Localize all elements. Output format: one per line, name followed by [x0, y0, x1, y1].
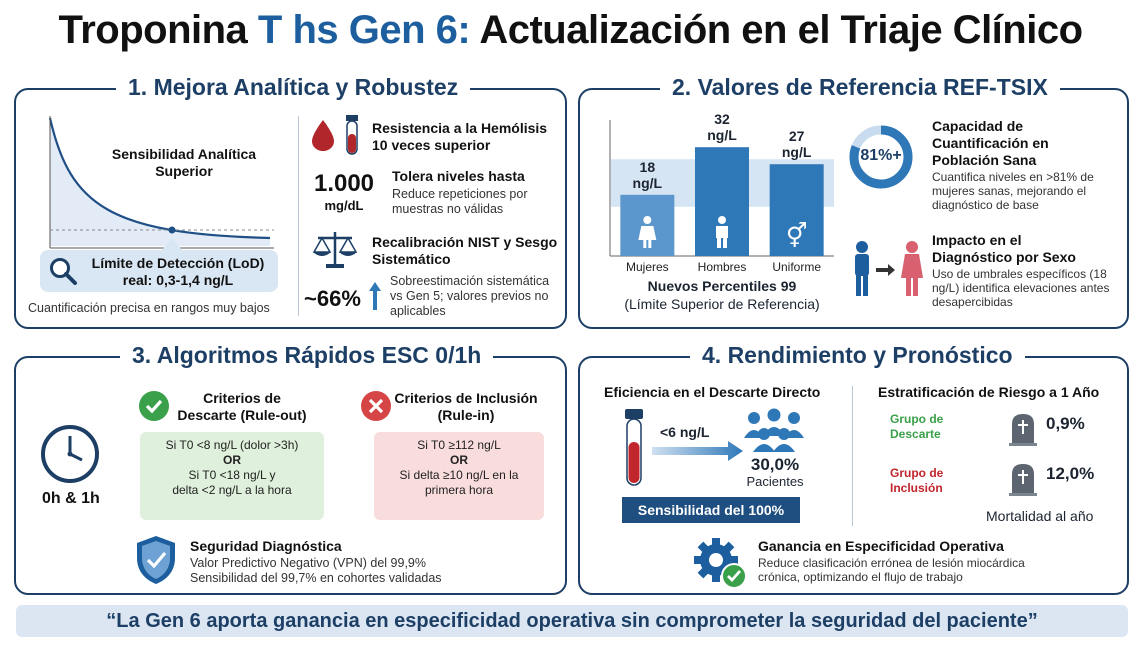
- arrow-right-icon: [652, 441, 743, 461]
- gain-title: Ganancia en Especificidad Operativa: [758, 538, 1004, 554]
- magnifier-icon: [50, 258, 77, 285]
- bar-mujeres: [620, 194, 675, 256]
- panel-analytic-improvement: 1. Mejora Analítica y Robustez Sensibili…: [14, 74, 567, 329]
- percentile-chart-svg: ⚥: [609, 120, 834, 257]
- hemolysis-title: Resistencia a la Hemólisis 10 veces supe…: [372, 120, 548, 153]
- tolera-desc: Reduce repeticiones por muestras no váli…: [392, 187, 528, 216]
- rulein-line-3: primera hora: [424, 483, 494, 497]
- sensitivity-banner: Sensibilidad del 100%: [622, 497, 800, 523]
- ruleout-line-1: Si T0 <8 ng/L (dolor >3h): [165, 438, 299, 452]
- tombstone-icon: [1009, 414, 1037, 446]
- arrow-up-icon: [369, 282, 381, 310]
- group-ruleout-value: 0,9%: [1046, 414, 1085, 433]
- bias-pct: ~66%: [304, 286, 361, 311]
- tolera-title: Tolera niveles hasta: [392, 168, 525, 184]
- lod-box: [40, 250, 278, 292]
- tombstone-icon: [1009, 464, 1037, 496]
- capacity-desc: Cuantifica niveles en >81% de mujeres sa…: [932, 170, 1094, 212]
- x-tick-hombres: Hombres: [697, 260, 747, 274]
- threshold-label: <6 ng/L: [660, 424, 710, 440]
- female-icon: [638, 216, 657, 248]
- data-label-uniforme: 27 ng/L: [781, 128, 812, 161]
- test-tube-icon: [346, 115, 358, 155]
- security-line-1: Valor Predictivo Negativo (VPN) del 99,9…: [190, 556, 426, 570]
- panel-1-divider: [298, 116, 299, 316]
- gain-desc: Reduce clasificación errónea de lesión m…: [758, 556, 1025, 584]
- ruleout-line-3: delta <2 ng/L a la hora: [172, 483, 292, 497]
- panel-1-heading: 1. Mejora Analítica y Robustez: [116, 74, 471, 101]
- check-circle-icon: [139, 391, 169, 421]
- curve-label: Sensibilidad Analítica Superior: [111, 146, 257, 179]
- x-tick-mujeres: Mujeres: [625, 260, 669, 274]
- panel-4-heading: 4. Rendimiento y Pronóstico: [690, 342, 1025, 369]
- big-value: 1.000: [313, 170, 375, 197]
- group-ruleout-label: Grupo de Descarte: [890, 412, 944, 441]
- bias-desc: Sobreestimación sistemática vs Gen 5; va…: [390, 274, 550, 318]
- blood-drop-icon: [312, 120, 334, 151]
- capacity-title: Capacidad de Cuantificación en Población…: [932, 118, 1049, 168]
- patients-group-icon: [744, 408, 804, 452]
- rulein-or: OR: [450, 453, 468, 467]
- rulein-title: Criterios de Inclusión (Rule-in): [394, 390, 538, 423]
- panel-1-footer: Cuantificación precisa en rangos muy baj…: [28, 301, 270, 315]
- group-rulein-label: Grupo de Inclusión: [890, 466, 944, 495]
- bar-uniforme: [769, 164, 824, 256]
- capacity-pct: 81%+: [860, 147, 902, 164]
- lod-label: Límite de Detección (LoD) real: 0,3-1,4 …: [91, 255, 265, 288]
- percentile-chart: ⚥ 18 ng/L Mujeres 32 ng/L Hombres 27 ng/L Unifor…: [602, 111, 842, 296]
- rulein-box: Si T0 ≥112 ng/L OR Si delta ≥10 ng/L en …: [374, 432, 544, 520]
- data-label-mujeres: 18 ng/L: [632, 158, 663, 191]
- bar-hombres: [695, 147, 749, 256]
- unisex-icon: ⚥: [786, 222, 808, 250]
- group-rulein-value: 12,0%: [1046, 464, 1095, 483]
- x-circle-icon: [361, 391, 391, 421]
- security-line-2: Sensibilidad del 99,7% en cohortes valid…: [190, 571, 442, 585]
- ruleout-line-2: Si T0 <18 ng/L y: [188, 468, 276, 482]
- blood-tube-icon: [625, 409, 643, 486]
- big-unit: mg/dL: [324, 198, 364, 213]
- risk-title: Estratificación de Riesgo a 1 Año: [878, 384, 1100, 400]
- panel-3-heading: 3. Algoritmos Rápidos ESC 0/1h: [120, 342, 494, 369]
- page-title: Troponina T hs Gen 6: Actualización en e…: [58, 8, 1083, 52]
- capacity-ring: [849, 125, 913, 189]
- sex-impact-icon: [855, 241, 923, 296]
- conclusion-quote: “La Gen 6 aporta ganancia en especificid…: [16, 605, 1128, 637]
- panel-fast-algorithms: 3. Algoritmos Rápidos ESC 0/1h 0h & 1h C…: [14, 342, 567, 595]
- panel-reference-values: 2. Valores de Referencia REF-TSIX ⚥ 18 ng…: [578, 74, 1129, 329]
- mortality-label: Mortalidad al año: [986, 508, 1094, 524]
- rulein-line-1: Si T0 ≥112 ng/L: [417, 438, 501, 452]
- shield-check-icon: [137, 536, 175, 584]
- nist-title: Recalibración NIST y Sesgo Sistemático: [372, 234, 558, 267]
- impact-title: Impacto en el Diagnóstico por Sexo: [932, 232, 1076, 265]
- clock-icon: [41, 425, 99, 483]
- ruleout-or: OR: [223, 453, 241, 467]
- sensitivity-curve: [48, 116, 274, 251]
- patients-pct: 30,0%: [750, 455, 800, 474]
- ruleout-title: Criterios de Descarte (Rule-out): [177, 390, 307, 423]
- panel-performance: 4. Rendimiento y Pronóstico Eficiencia e…: [578, 342, 1129, 595]
- impact-desc: Uso de umbrales específicos (18 ng/L) id…: [932, 267, 1110, 309]
- svg-text:⚥: ⚥: [786, 222, 808, 250]
- ruleout-box: Si T0 <8 ng/L (dolor >3h) OR Si T0 <18 n…: [140, 432, 324, 520]
- balance-scale-icon: [312, 232, 358, 268]
- rulein-line-2: Si delta ≥10 ng/L en la: [399, 468, 519, 482]
- male-icon: [716, 216, 728, 248]
- hemoglobin-tolerance-value: 1.000 mg/dL: [304, 170, 384, 213]
- panel-4-divider: [852, 386, 853, 526]
- gear-check-icon: [694, 538, 747, 589]
- chart-subtitle: (Límite Superior de Referencia): [624, 296, 820, 312]
- efficiency-title: Eficiencia en el Descarte Directo: [604, 384, 821, 400]
- clock-label: 0h & 1h: [42, 490, 100, 507]
- chart-title: Nuevos Percentiles 99: [647, 278, 797, 294]
- security-title: Seguridad Diagnóstica: [190, 538, 342, 554]
- patients-label: Pacientes: [746, 474, 804, 489]
- panel-2-heading: 2. Valores de Referencia REF-TSIX: [660, 74, 1060, 101]
- data-label-hombres: 32 ng/L: [707, 111, 737, 144]
- x-tick-uniforme: Uniforme: [772, 260, 821, 274]
